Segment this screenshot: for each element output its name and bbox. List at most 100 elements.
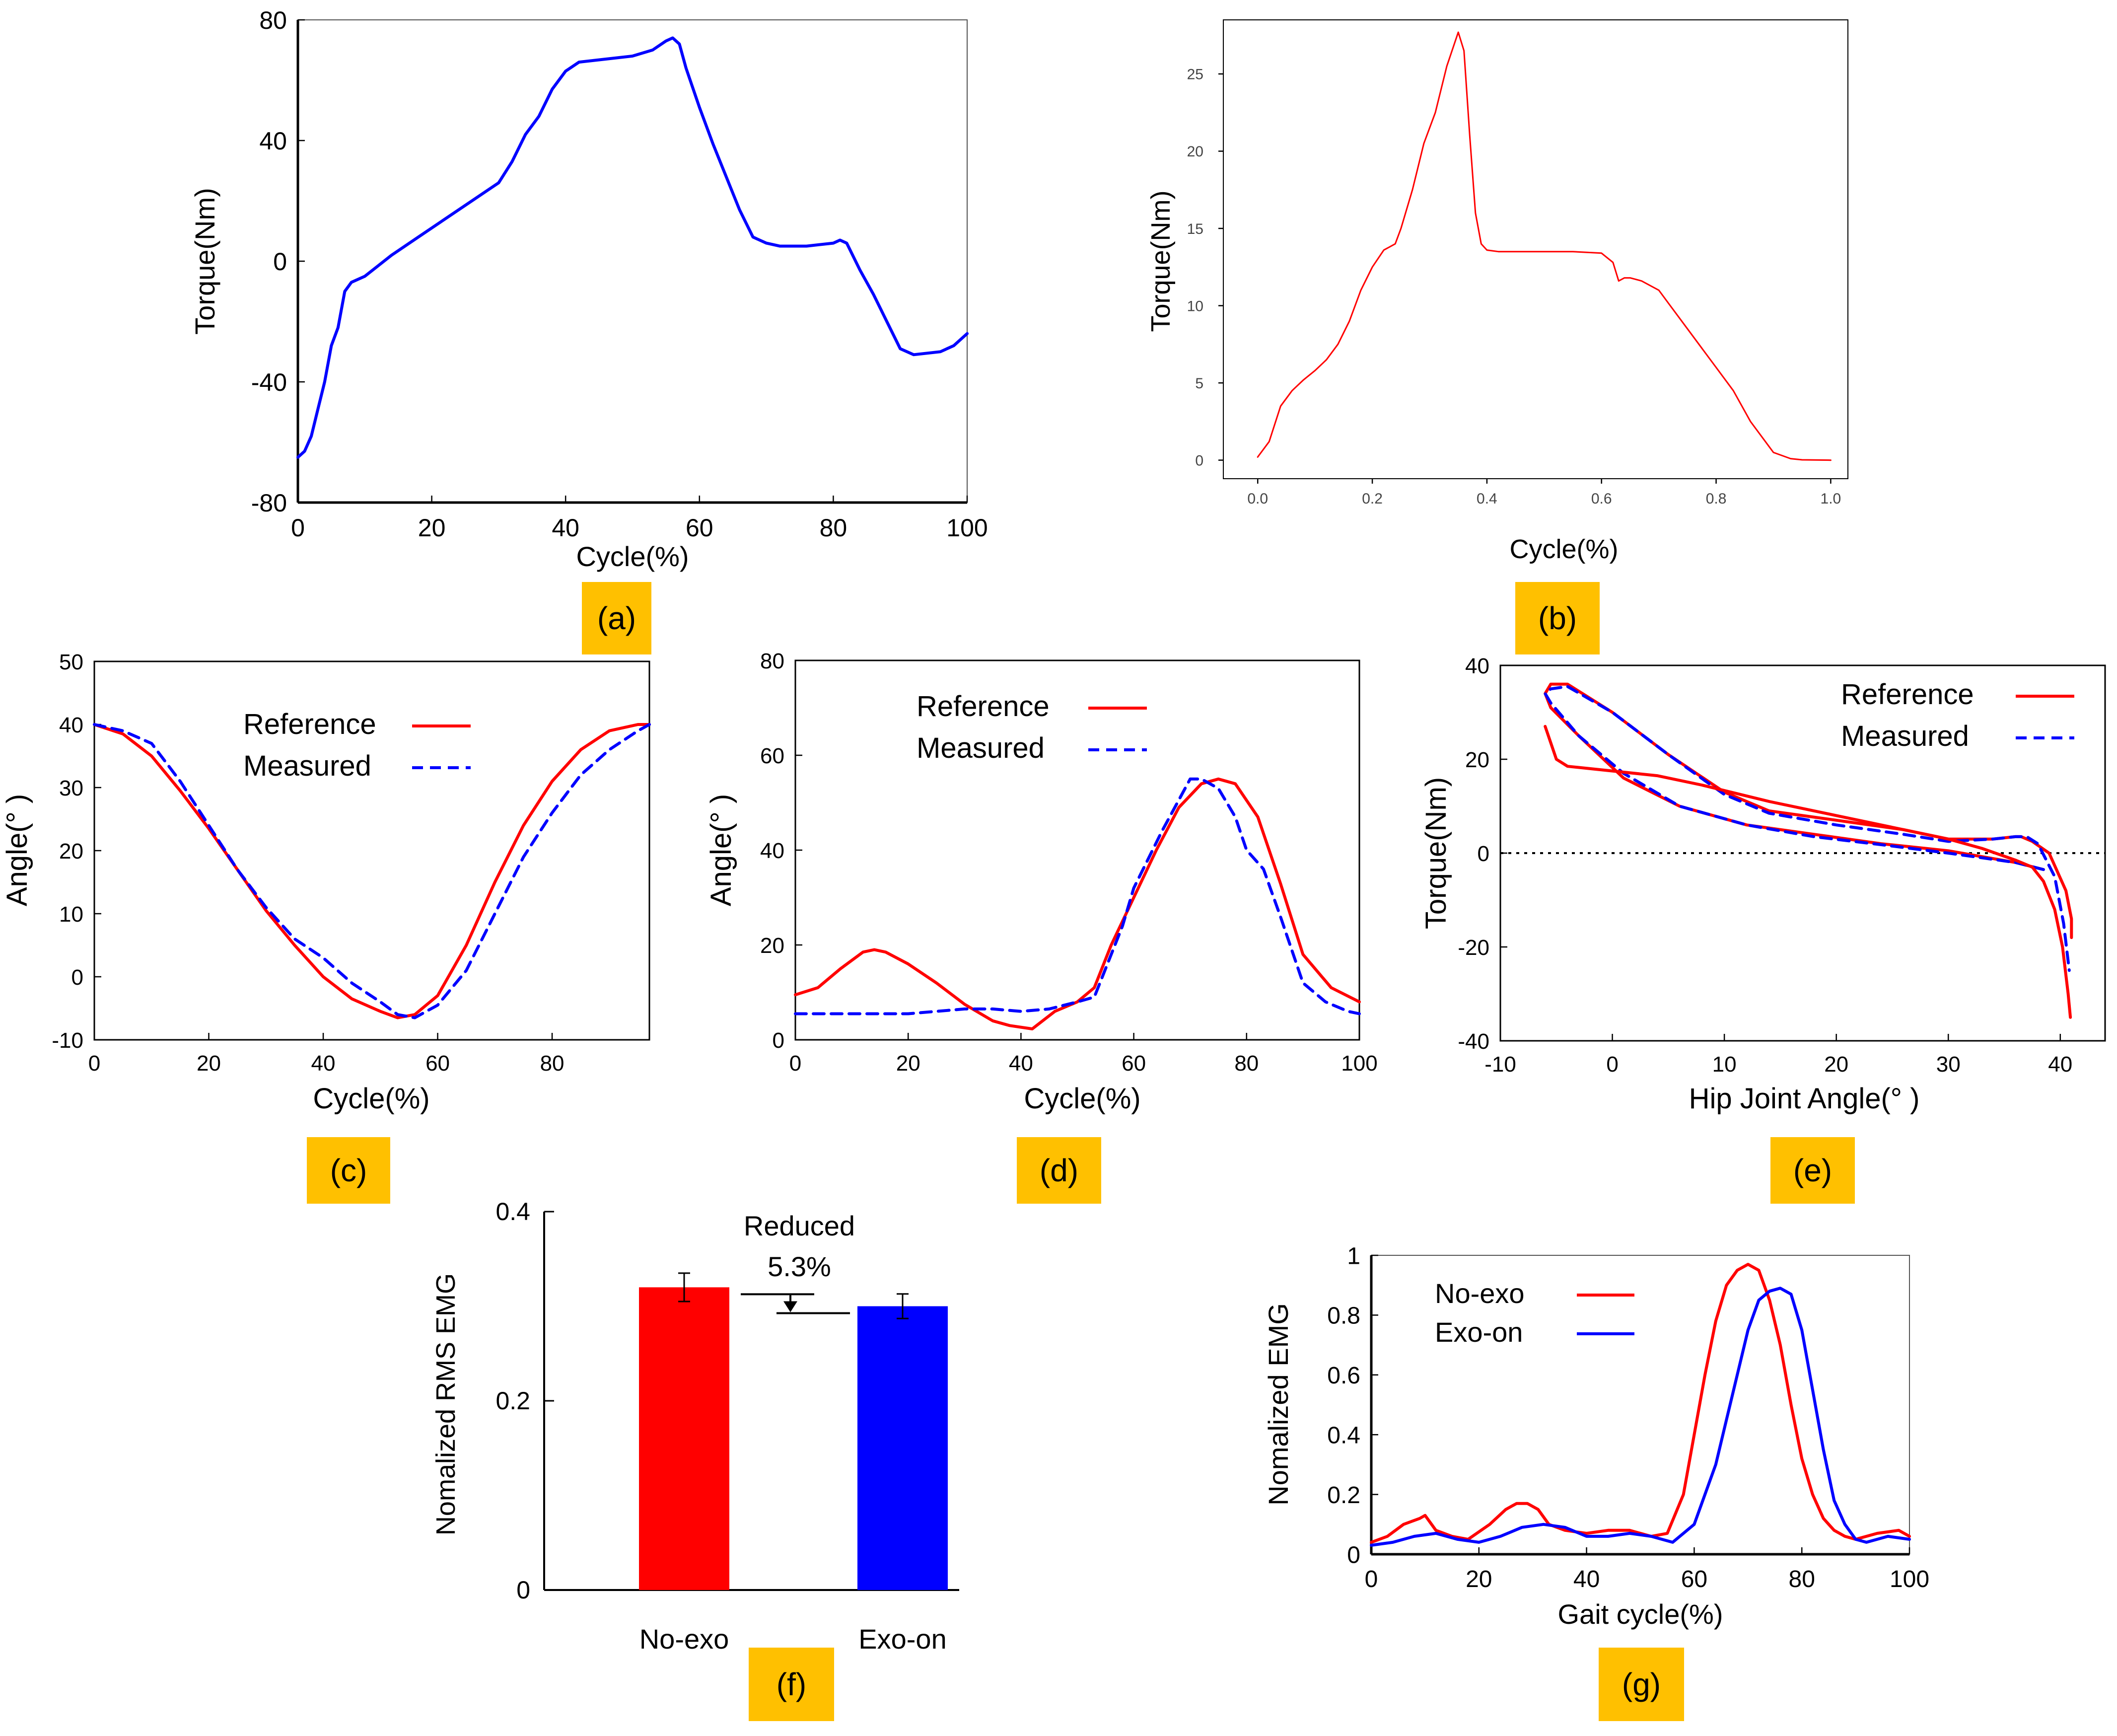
panel-g: 0 20 40 60 80 100 0 0.2 0.4 0.6 0.8 1 No-exo Exo-on Ga…	[1263, 1243, 1929, 1721]
x-tick-label: 0.6	[1591, 491, 1612, 507]
x-tick-label: 20	[1466, 1566, 1492, 1592]
x-axis-label: Cycle(%)	[576, 541, 689, 572]
x-tick-label: 0	[1606, 1052, 1618, 1077]
panel-badge-label: (a)	[597, 600, 636, 636]
series-line-red	[1370, 1263, 1911, 1544]
y-tick-label: 20	[1465, 748, 1489, 772]
panel-badge-label: (g)	[1622, 1666, 1661, 1702]
y-tick-label: 10	[59, 902, 83, 927]
x-tick-label: 0	[291, 514, 305, 542]
panel-badge	[1515, 582, 1600, 654]
x-tick-label: 60	[1122, 1051, 1146, 1076]
annotation-reduced-label: Reduced	[744, 1210, 855, 1241]
y-axis-label: Torque(Nm)	[189, 188, 220, 335]
panel-badge	[1599, 1648, 1684, 1721]
y-tick-label: 80	[259, 6, 287, 34]
x-tick-label: 40	[1009, 1051, 1033, 1076]
x-tick-label: 0	[1365, 1566, 1378, 1592]
y-axis-label: Angle(° )	[1, 794, 33, 906]
x-tick-label: 0.4	[1477, 491, 1497, 507]
y-axis-label: Nomalized EMG	[1263, 1303, 1294, 1506]
x-tick-label: 100	[1890, 1566, 1929, 1592]
bar-no-exo	[639, 1287, 729, 1590]
legend-label: Reference	[243, 708, 376, 740]
y-tick-label: 50	[59, 650, 83, 674]
y-tick-label: 0	[1195, 452, 1203, 469]
panel-badge-label: (d)	[1040, 1153, 1078, 1188]
x-tick-label: 20	[418, 514, 446, 542]
y-tick-label: -20	[1458, 936, 1489, 960]
y-tick-label: 40	[259, 127, 287, 155]
x-tick-label: 40	[552, 514, 579, 542]
x-tick-label: 0.2	[1362, 491, 1383, 507]
panel-f: 0 0.2 0.4 No-exo Exo-on Reduced 5.3% Nomalized …	[431, 1198, 959, 1721]
panel-badge	[749, 1648, 834, 1721]
x-tick-label: -10	[1484, 1052, 1516, 1077]
y-tick-label: -10	[52, 1028, 83, 1053]
plot-frame	[297, 19, 968, 503]
panel-d: 0 20 40 60 80 100 0 20 40 60 80 Reference Measured Cy…	[705, 649, 1378, 1204]
panel-c: 0 20 40 60 80-1001020304050ReferenceMeasured…	[1, 650, 651, 1204]
y-axis-label: Torque(Nm)	[1146, 190, 1176, 332]
y-tick-label: 0.2	[1327, 1482, 1360, 1509]
legend-label: Reference	[1841, 678, 1974, 711]
x-tick-label: 80	[1234, 1051, 1259, 1076]
legend-label: Measured	[243, 750, 371, 782]
series-line-blue-dashed	[794, 777, 1361, 1015]
y-tick-label: 0	[516, 1576, 530, 1604]
y-tick-label: 0.2	[495, 1387, 530, 1415]
y-tick-label: 0	[71, 965, 83, 990]
panel-badge	[1770, 1137, 1855, 1204]
x-tick-label: 0.0	[1247, 491, 1268, 507]
panel-b: 0.0 0.2 0.4 0.6 0.8 1.0 0 5 10 15 20 25 Cycle(%) Torq…	[1146, 19, 1848, 654]
y-tick-label: 0.4	[495, 1198, 530, 1226]
x-tick-label: 100	[1341, 1051, 1377, 1076]
x-tick-label: 30	[1936, 1052, 1961, 1077]
panel-badge-label: (b)	[1538, 600, 1577, 636]
y-tick-label: 0.4	[1327, 1422, 1360, 1448]
x-tick-label: 20	[896, 1051, 920, 1076]
legend-label: No-exo	[1435, 1278, 1525, 1309]
y-tick-label: 40	[760, 839, 784, 863]
y-tick-label: -80	[251, 489, 287, 517]
x-axis-label: Cycle(%)	[1509, 534, 1618, 564]
bar-category-label: Exo-on	[858, 1623, 946, 1655]
y-tick-label: 20	[1187, 144, 1203, 160]
x-tick-label: 40	[311, 1051, 336, 1076]
y-tick-label: 20	[59, 839, 83, 864]
panel-badge-label: (e)	[1793, 1153, 1832, 1188]
series-line-red	[1257, 31, 1832, 461]
y-tick-label: -40	[251, 368, 287, 396]
legend-label: Measured	[917, 732, 1045, 764]
y-axis-label: Angle(° )	[705, 794, 737, 906]
x-axis-label: Cycle(%)	[1024, 1083, 1140, 1115]
y-tick-label: 40	[59, 713, 83, 737]
series-line-blue-dashed	[93, 723, 651, 1019]
legend-label: Reference	[917, 690, 1050, 723]
series-line-blue-dashed	[1544, 685, 2071, 972]
y-tick-label: 0	[773, 1028, 784, 1053]
x-tick-label: 100	[946, 514, 988, 542]
y-tick-label: 15	[1187, 221, 1203, 237]
bar-exo-on	[857, 1306, 948, 1590]
plot-frame	[794, 659, 1360, 1041]
legend-label: Measured	[1841, 720, 1969, 752]
x-tick-label: 80	[540, 1051, 565, 1076]
x-tick-label: 20	[1824, 1052, 1848, 1077]
series-line-red	[1544, 682, 2073, 940]
x-tick-label: 10	[1712, 1052, 1737, 1077]
x-tick-label: 0	[88, 1051, 100, 1076]
x-axis-label: Cycle(%)	[313, 1083, 429, 1115]
y-axis-label: Torque(Nm)	[1420, 777, 1452, 929]
x-axis-label: Gait cycle(%)	[1558, 1598, 1723, 1630]
x-tick-label: 0	[789, 1051, 801, 1076]
x-tick-label: 60	[1681, 1566, 1707, 1592]
annotation-arrow-head	[783, 1301, 797, 1312]
x-tick-label: 80	[820, 514, 847, 542]
x-tick-label: 40	[1573, 1566, 1600, 1592]
y-tick-label: 10	[1187, 298, 1203, 314]
x-tick-label: 1.0	[1821, 491, 1841, 507]
panel-badge	[1017, 1137, 1101, 1204]
y-tick-label: 0	[1478, 842, 1489, 866]
